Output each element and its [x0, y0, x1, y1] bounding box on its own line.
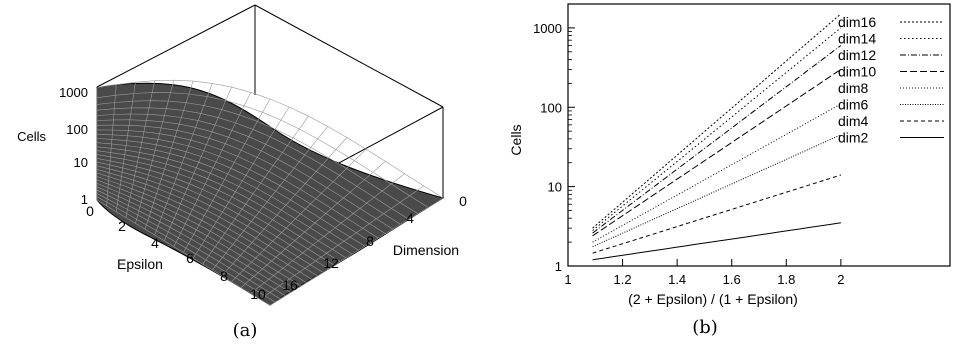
x-tick-label: 1.6 [723, 272, 741, 287]
mesh-line [250, 173, 405, 294]
box-edge [96, 4, 256, 88]
x-tick-label: 4 [151, 235, 159, 251]
legend-label: dim12 [838, 47, 876, 63]
series-line-dim2 [592, 222, 841, 261]
y-tick-label: 4 [406, 210, 414, 226]
x-tick-label: 10 [250, 286, 266, 302]
x-tick-label: 6 [186, 250, 194, 266]
x-tick-label: 1.4 [668, 272, 686, 287]
mesh-line [125, 80, 155, 218]
mesh-line [135, 80, 175, 224]
x-tick-label: 8 [220, 268, 228, 284]
legend-label: dim14 [838, 31, 876, 47]
y-tick-label: 1000 [533, 21, 562, 36]
y-tick-label: 0 [459, 193, 467, 209]
mesh-line [231, 148, 367, 282]
series-line-dim8 [592, 103, 842, 243]
x-tick-label: 0 [86, 203, 94, 219]
y-tick-label: 12 [323, 255, 339, 271]
y-tick-label: 1 [555, 259, 562, 274]
z-axis-label: Cells [17, 129, 46, 144]
mesh-line [183, 98, 271, 253]
series-line-dim6 [592, 134, 842, 248]
series-lines [592, 13, 842, 261]
x-tick-label: 2 [118, 218, 126, 234]
x-tick-label: 1.8 [777, 272, 795, 287]
panel-a-surface-plot: 1000 100 10 1 Cells 0 2 4 6 8 10 Epsilon… [17, 4, 467, 341]
plot-area-frame [567, 3, 951, 267]
y-tick-label: 8 [366, 233, 374, 249]
caption-b: (b) [692, 317, 718, 338]
y-tick-label: 16 [282, 277, 298, 293]
legend-label: dim2 [838, 130, 869, 146]
legend-label: dim10 [838, 64, 876, 80]
legend-label: dim8 [838, 80, 869, 96]
caption-a: (a) [233, 320, 258, 341]
series-line-dim10 [592, 68, 842, 237]
x-tick-label: 1 [564, 272, 571, 287]
mesh-line [192, 106, 290, 259]
series-line-dim4 [592, 174, 842, 254]
z-tick-label: 100 [66, 122, 88, 137]
x-tick-label: 2 [837, 272, 844, 287]
series-line-dim14 [592, 27, 842, 231]
legend-label: dim6 [838, 97, 869, 113]
mesh-line [164, 86, 232, 241]
x-axis-label: Epsilon [117, 256, 163, 272]
mesh-line [154, 83, 213, 236]
z-axis: 1000 100 10 1 Cells [17, 85, 88, 207]
y-tick-label: 10 [548, 180, 562, 195]
box-edge [254, 4, 444, 108]
x-axis: 1 1.2 1.4 1.6 1.8 2 [564, 259, 844, 287]
x-tick-label: 1.2 [614, 272, 632, 287]
y-tick-label: 100 [540, 100, 562, 115]
mesh-line [221, 137, 348, 277]
x-axis-label: (2 + Epsilon) / (1 + Epsilon) [628, 291, 798, 307]
y-axis-label: Cells [508, 124, 524, 155]
y-axis: 0 4 8 12 16 Dimension [282, 193, 467, 293]
y-axis-label: Dimension [393, 242, 459, 258]
y-axis: 1 10 100 1000 [533, 3, 575, 274]
mesh-line [115, 82, 136, 212]
legend-label: dim16 [838, 14, 876, 30]
z-tick-label: 1 [81, 192, 88, 207]
mesh-line [106, 84, 117, 206]
series-line-dim12 [592, 45, 842, 234]
legend-label: dim4 [838, 113, 869, 129]
z-tick-label: 1000 [59, 85, 88, 100]
mesh-line [144, 81, 194, 230]
x-axis: 0 2 4 6 8 10 Epsilon [86, 203, 266, 302]
surface-grid-lines [96, 79, 444, 306]
mesh-line [202, 116, 309, 265]
mesh-line [260, 185, 424, 300]
surface-mesh [96, 79, 445, 306]
mesh-line [173, 92, 252, 247]
mesh-line [240, 161, 386, 288]
z-tick-label: 10 [74, 155, 88, 170]
mesh-line [212, 126, 328, 271]
mesh-line [269, 197, 444, 306]
series-line-dim16 [592, 13, 842, 229]
